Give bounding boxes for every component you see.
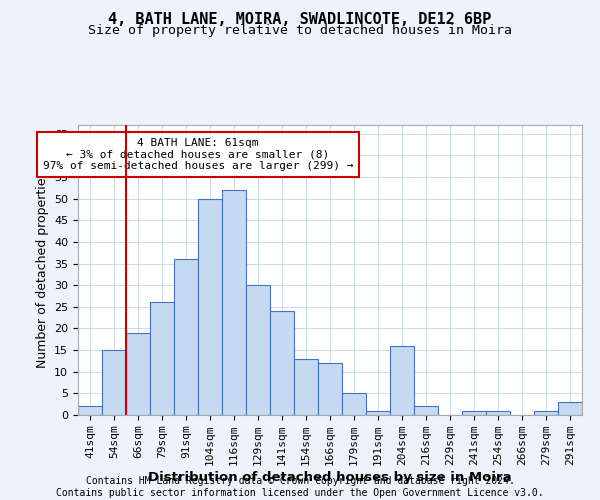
Bar bbox=[366, 410, 390, 415]
Text: Contains HM Land Registry data © Crown copyright and database right 2024.
Contai: Contains HM Land Registry data © Crown c… bbox=[56, 476, 544, 498]
Bar bbox=[462, 410, 486, 415]
Bar bbox=[390, 346, 414, 415]
Text: 4 BATH LANE: 61sqm
← 3% of detached houses are smaller (8)
97% of semi-detached : 4 BATH LANE: 61sqm ← 3% of detached hous… bbox=[43, 138, 353, 171]
Bar bbox=[558, 402, 582, 415]
Bar bbox=[174, 259, 198, 415]
Bar bbox=[486, 410, 510, 415]
Text: Size of property relative to detached houses in Moira: Size of property relative to detached ho… bbox=[88, 24, 512, 37]
X-axis label: Distribution of detached houses by size in Moira: Distribution of detached houses by size … bbox=[148, 471, 512, 484]
Bar bbox=[246, 285, 270, 415]
Bar bbox=[270, 311, 294, 415]
Bar bbox=[318, 363, 342, 415]
Y-axis label: Number of detached properties: Number of detached properties bbox=[35, 172, 49, 368]
Bar bbox=[150, 302, 174, 415]
Bar bbox=[294, 358, 318, 415]
Bar bbox=[102, 350, 126, 415]
Bar bbox=[414, 406, 438, 415]
Bar bbox=[78, 406, 102, 415]
Bar bbox=[126, 333, 150, 415]
Bar bbox=[222, 190, 246, 415]
Bar bbox=[534, 410, 558, 415]
Bar bbox=[342, 394, 366, 415]
Text: 4, BATH LANE, MOIRA, SWADLINCOTE, DE12 6BP: 4, BATH LANE, MOIRA, SWADLINCOTE, DE12 6… bbox=[109, 12, 491, 28]
Bar bbox=[198, 198, 222, 415]
